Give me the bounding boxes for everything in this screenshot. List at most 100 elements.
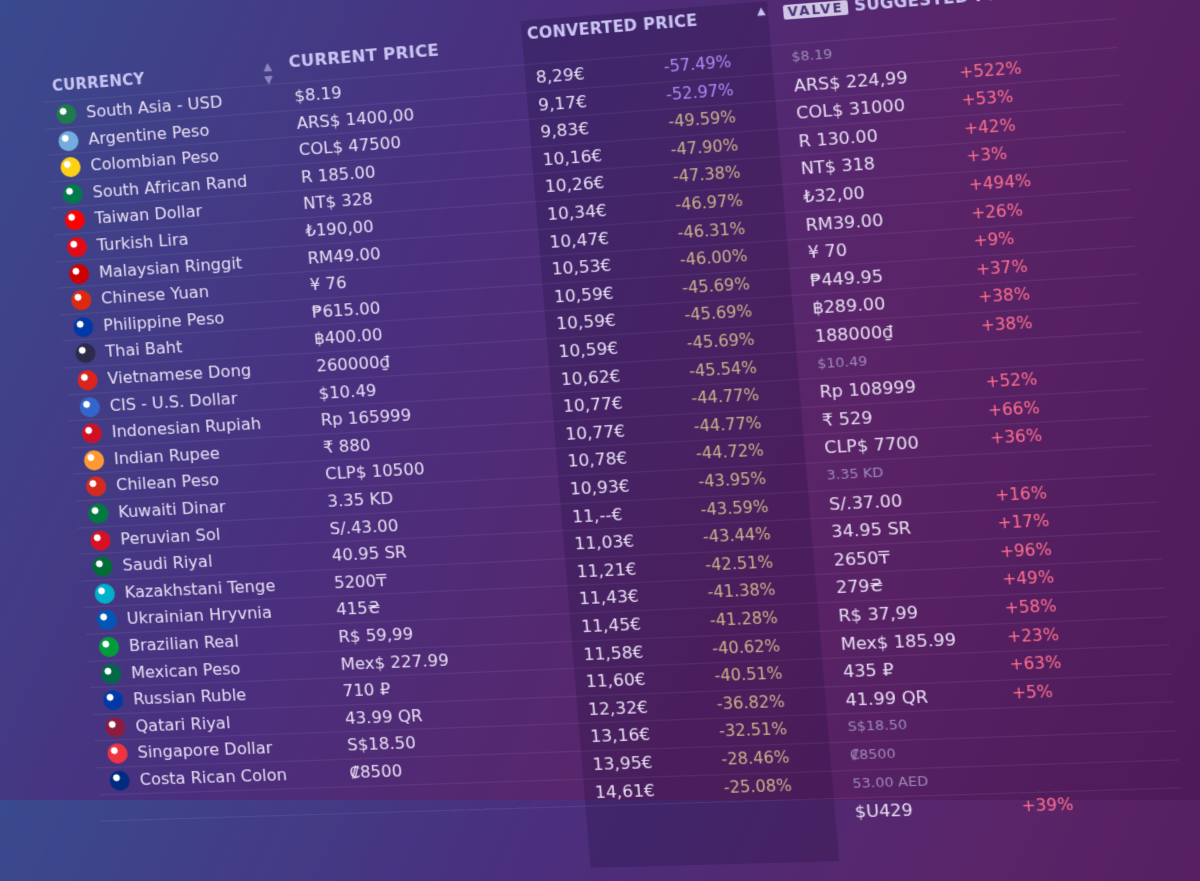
- current-price: S/.43.00: [328, 515, 400, 539]
- current-price: 415₴: [335, 598, 382, 620]
- converted-price: 11,58€: [582, 641, 645, 664]
- suggested-price: R$ 37,99: [837, 602, 919, 626]
- suggested-price: R 130.00: [797, 125, 879, 152]
- suggested-price: 3.35 KD: [826, 465, 885, 484]
- converted-change: -43.95%: [697, 469, 767, 492]
- header-suggested-price: SUGGESTED PRICE: [853, 0, 1032, 15]
- header-current-price[interactable]: CURRENT PRICE: [287, 40, 440, 72]
- flag-icon: [100, 663, 122, 685]
- sort-icon[interactable]: ▲ ▼: [262, 59, 274, 87]
- current-price: 260000₫: [315, 351, 391, 376]
- flag-icon: [68, 263, 90, 285]
- converted-change: -43.59%: [699, 496, 770, 520]
- current-price: Rp 165999: [320, 405, 413, 430]
- current-price: 40.95 SR: [331, 542, 408, 566]
- converted-price: 10,47€: [548, 227, 610, 252]
- suggested-change: +5%: [1011, 681, 1054, 703]
- suggested-price: ฿289.00: [811, 293, 887, 319]
- converted-price: 10,59€: [555, 310, 617, 334]
- header-suggested[interactable]: VALVE SUGGESTED PRICE: [782, 0, 1032, 21]
- converted-change: -45.69%: [685, 329, 756, 353]
- suggested-price: 41.99 QR: [844, 686, 929, 710]
- currency-name: Brazilian Real: [128, 631, 240, 656]
- converted-change: -45.54%: [688, 357, 758, 381]
- suggested-price: ₹ 529: [821, 407, 874, 430]
- converted-change: -43.44%: [702, 524, 772, 547]
- flag-icon: [64, 209, 86, 232]
- suggested-change: +26%: [970, 200, 1024, 223]
- suggested-change: +17%: [996, 511, 1050, 533]
- current-price: ¥ 76: [309, 272, 348, 295]
- flag-icon: [98, 636, 120, 658]
- converted-price: 12,32€: [587, 697, 649, 720]
- suggested-change: +58%: [1003, 596, 1058, 618]
- converted-price: 10,62€: [560, 365, 622, 389]
- converted-change: -40.51%: [713, 664, 784, 686]
- flag-icon: [79, 396, 101, 418]
- current-price: ฿400.00: [313, 325, 384, 349]
- current-price: $10.49: [317, 380, 378, 403]
- flag-icon: [102, 689, 125, 711]
- converted-price: 10,93€: [569, 476, 631, 499]
- suggested-price: ₺32,00: [802, 182, 866, 207]
- current-price: COL$ 47500: [298, 132, 402, 160]
- suggested-change: +522%: [958, 58, 1023, 82]
- currency-name: Turkish Lira: [96, 229, 190, 255]
- current-price: ₡8500: [348, 760, 403, 783]
- suggested-price: Rp 108999: [818, 376, 917, 403]
- suggested-change: +36%: [989, 426, 1043, 449]
- currency-name: Costa Rican Colon: [138, 764, 288, 790]
- converted-price: 13,95€: [591, 752, 654, 775]
- flag-icon: [96, 609, 118, 631]
- converted-price: 11,21€: [575, 558, 638, 582]
- currency-name: Philippine Peso: [102, 307, 225, 335]
- flag-icon: [104, 716, 127, 738]
- flag-icon: [70, 289, 93, 311]
- flag-icon: [55, 103, 78, 125]
- suggested-change: +39%: [1020, 795, 1075, 816]
- currency-name: Indian Rupee: [113, 443, 221, 469]
- converted-price: 10,59€: [553, 283, 615, 307]
- currency-name: Taiwan Dollar: [93, 201, 203, 229]
- flag-icon: [57, 129, 80, 152]
- sort-icon[interactable]: ▲: [756, 5, 766, 18]
- converted-price: 11,43€: [578, 586, 640, 609]
- converted-change: -41.28%: [709, 608, 779, 631]
- converted-price: 10,78€: [566, 448, 629, 472]
- flag-icon: [61, 183, 84, 205]
- valve-badge: VALVE: [782, 0, 849, 20]
- currency-name: Chinese Yuan: [100, 281, 210, 309]
- current-price: 43.99 QR: [344, 705, 424, 728]
- header-currency[interactable]: CURRENCY: [51, 69, 146, 96]
- suggested-change: +38%: [980, 313, 1034, 336]
- converted-price: 9,83€: [539, 118, 590, 142]
- converted-change: -36.82%: [715, 691, 786, 714]
- flag-icon: [81, 422, 103, 445]
- current-price: R 185.00: [300, 161, 377, 187]
- suggested-change: +63%: [1008, 653, 1063, 675]
- suggested-price: NT$ 318: [800, 153, 876, 179]
- converted-price: 10,77€: [564, 420, 626, 444]
- converted-price: 11,45€: [580, 614, 642, 637]
- suggested-price: Mex$ 185.99: [839, 628, 957, 654]
- suggested-change: +9%: [972, 229, 1016, 251]
- suggested-change: +16%: [994, 482, 1048, 505]
- converted-price: 11,03€: [573, 531, 635, 554]
- current-price: 710 ₽: [342, 679, 392, 701]
- flag-icon: [66, 236, 88, 258]
- currency-name: Chilean Peso: [115, 470, 220, 495]
- flag-icon: [74, 342, 97, 365]
- suggested-change: +49%: [1001, 568, 1055, 590]
- suggested-price: $10.49: [816, 353, 868, 373]
- current-price: R$ 59,99: [337, 623, 414, 647]
- currency-name: Russian Ruble: [132, 685, 247, 709]
- suggested-change: +96%: [999, 539, 1053, 562]
- flag-icon: [76, 369, 99, 391]
- current-price: Mex$ 227.99: [339, 649, 450, 674]
- suggested-change: +52%: [984, 369, 1038, 392]
- suggested-change: +38%: [977, 284, 1031, 308]
- suggested-price: COL$ 31000: [795, 95, 906, 124]
- current-price: RM49.00: [306, 243, 382, 268]
- currency-name: CIS - U.S. Dollar: [108, 388, 239, 415]
